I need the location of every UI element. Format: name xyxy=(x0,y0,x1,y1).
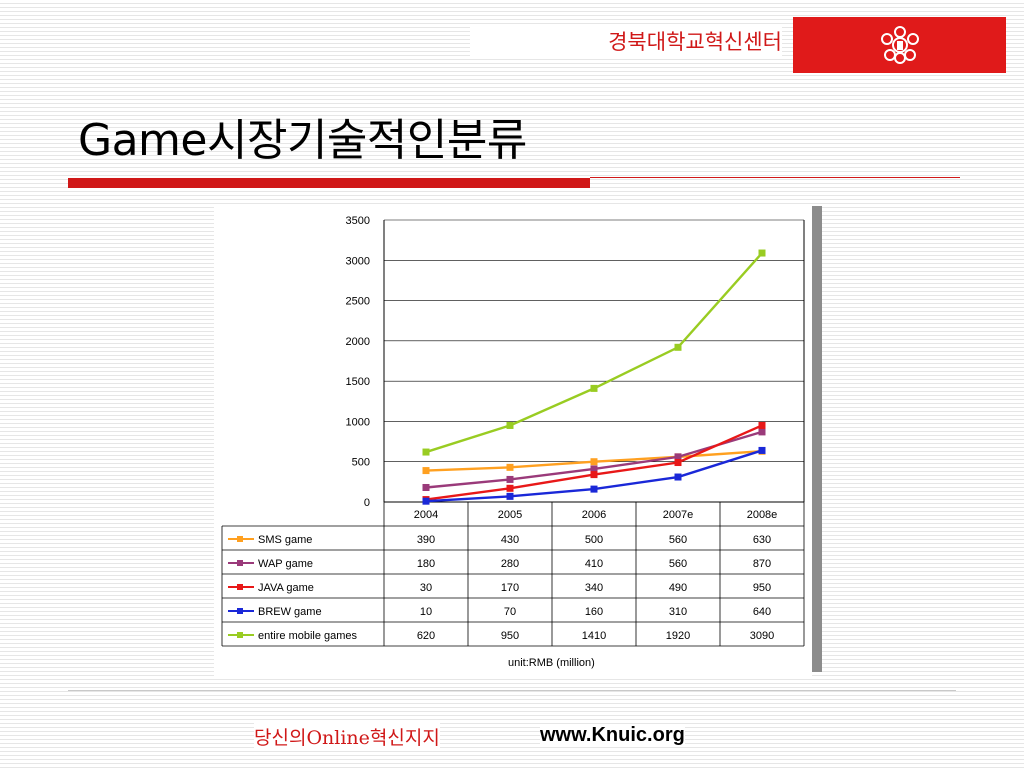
x-category-label: 2007e xyxy=(663,509,694,521)
data-table-cell: 560 xyxy=(669,558,687,570)
data-point xyxy=(506,492,514,500)
data-table-cell: 340 xyxy=(585,582,603,594)
page-title: Game시장기술적인분류 xyxy=(78,115,527,166)
y-tick-label: 3500 xyxy=(346,215,370,227)
data-table-cell: 170 xyxy=(501,582,519,594)
data-table-cell: 410 xyxy=(585,558,603,570)
footer-divider xyxy=(68,690,956,691)
legend-label: JAVA game xyxy=(258,582,314,594)
data-point xyxy=(590,458,598,466)
data-table-cell: 640 xyxy=(753,606,771,618)
data-table-cell: 30 xyxy=(420,582,432,594)
data-table-cell: 10 xyxy=(420,606,432,618)
y-tick-label: 2500 xyxy=(346,296,370,308)
data-point xyxy=(422,467,430,475)
data-point xyxy=(422,483,430,491)
legend-label: entire mobile games xyxy=(258,630,358,642)
data-point xyxy=(422,497,430,505)
legend-label: WAP game xyxy=(258,558,313,570)
y-tick-label: 1500 xyxy=(346,376,370,388)
line-chart: 0 500 1000 1500 2000 2500 3000 3500 2004 2005 2006… xyxy=(221,215,805,669)
title-underline-bar xyxy=(68,178,590,188)
data-point xyxy=(758,249,766,257)
footer-url[interactable]: www.Knuic.org xyxy=(540,724,685,747)
data-table-cell: 490 xyxy=(669,582,687,594)
data-table-cell: 180 xyxy=(417,558,435,570)
data-table-cell: 950 xyxy=(753,582,771,594)
data-table-cell: 280 xyxy=(501,558,519,570)
footer-tagline: 당신의Online혁신지지 xyxy=(254,723,440,750)
legend-marker xyxy=(237,584,243,590)
data-point xyxy=(758,421,766,429)
x-category-label: 2008e xyxy=(747,509,778,521)
data-point xyxy=(674,473,682,481)
organization-name: 경북대학교혁신센터 xyxy=(470,26,782,56)
data-table-cell: 950 xyxy=(501,630,519,642)
data-table-cell: 630 xyxy=(753,534,771,546)
data-table-cell: 390 xyxy=(417,534,435,546)
data-point xyxy=(506,484,514,492)
data-table-cell: 560 xyxy=(669,534,687,546)
data-point xyxy=(674,453,682,461)
legend-marker xyxy=(237,632,243,638)
university-emblem-icon xyxy=(880,26,919,64)
data-point xyxy=(674,459,682,467)
data-point xyxy=(506,421,514,429)
chart-panel: 0 500 1000 1500 2000 2500 3000 3500 2004 2005 2006… xyxy=(214,206,812,678)
x-category-label: 2005 xyxy=(498,509,522,521)
data-table-cell: 500 xyxy=(585,534,603,546)
y-tick-label: 3000 xyxy=(346,255,370,267)
x-category-label: 2006 xyxy=(582,509,606,521)
data-table-cell: 430 xyxy=(501,534,519,546)
legend-marker xyxy=(237,560,243,566)
data-table-cell: 160 xyxy=(585,606,603,618)
y-tick-label: 500 xyxy=(352,457,370,469)
legend-marker xyxy=(237,536,243,542)
legend-label: BREW game xyxy=(258,606,322,618)
data-point xyxy=(506,463,514,471)
data-point xyxy=(674,343,682,351)
data-table-cell: 1410 xyxy=(582,630,606,642)
legend-label: SMS game xyxy=(258,534,312,546)
data-table-cell: 3090 xyxy=(750,630,774,642)
data-point xyxy=(590,465,598,473)
data-point xyxy=(422,448,430,456)
unit-note: unit:RMB (million) xyxy=(508,657,595,669)
data-table-cell: 310 xyxy=(669,606,687,618)
data-point xyxy=(758,446,766,454)
data-point xyxy=(590,485,598,493)
data-point xyxy=(758,428,766,436)
series-line xyxy=(425,252,763,454)
data-table-cell: 620 xyxy=(417,630,435,642)
data-point xyxy=(590,384,598,392)
title-underline-line xyxy=(590,177,960,178)
data-point xyxy=(506,475,514,483)
logo-banner xyxy=(793,17,1006,73)
data-point xyxy=(590,471,598,479)
data-table-cell: 70 xyxy=(504,606,516,618)
y-tick-label: 1000 xyxy=(346,416,370,428)
y-tick-label: 0 xyxy=(364,497,370,509)
data-table-cell: 870 xyxy=(753,558,771,570)
y-tick-label: 2000 xyxy=(346,336,370,348)
x-category-label: 2004 xyxy=(414,509,438,521)
legend-marker xyxy=(237,608,243,614)
data-table-cell: 1920 xyxy=(666,630,690,642)
